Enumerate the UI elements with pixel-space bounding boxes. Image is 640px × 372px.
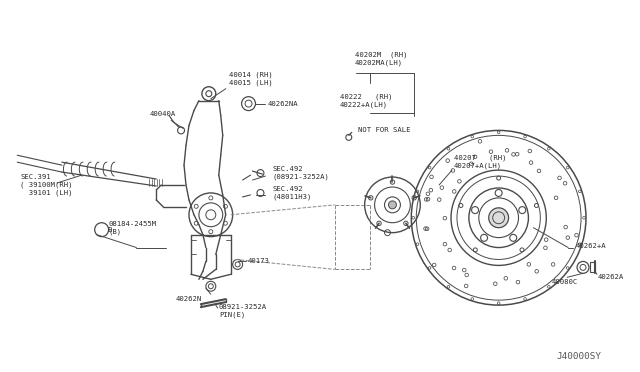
Text: 40262+A: 40262+A	[576, 243, 607, 248]
Text: SEC.492
(08921-3252A): SEC.492 (08921-3252A)	[273, 166, 329, 180]
Text: 40173: 40173	[248, 259, 269, 264]
Circle shape	[489, 208, 509, 228]
Text: 08184-2455M
(B): 08184-2455M (B)	[109, 221, 157, 235]
Text: SEC.492
(48011H3): SEC.492 (48011H3)	[273, 186, 312, 200]
Text: B: B	[108, 227, 112, 232]
Text: 40262N: 40262N	[176, 296, 202, 302]
Text: 40222   (RH)
40222+A(LH): 40222 (RH) 40222+A(LH)	[340, 93, 392, 108]
Text: 40207   (RH)
40207+A(LH): 40207 (RH) 40207+A(LH)	[454, 155, 506, 169]
Bar	[590, 262, 595, 272]
Text: 40040A: 40040A	[149, 110, 175, 116]
Text: 40262A: 40262A	[598, 274, 624, 280]
Text: 08921-3252A
PIN(E): 08921-3252A PIN(E)	[219, 304, 267, 318]
Text: 40202M  (RH)
40202MA(LH): 40202M (RH) 40202MA(LH)	[355, 52, 407, 66]
Text: SEC.391
( 39100M(RH)
  39101 (LH): SEC.391 ( 39100M(RH) 39101 (LH)	[20, 174, 73, 196]
Text: 40262NA: 40262NA	[268, 100, 298, 107]
Text: NOT FOR SALE: NOT FOR SALE	[358, 128, 410, 134]
Text: 40080C: 40080C	[551, 279, 577, 285]
Text: J40000SY: J40000SY	[556, 352, 601, 361]
Text: 40014 (RH)
40015 (LH): 40014 (RH) 40015 (LH)	[228, 71, 273, 86]
Circle shape	[388, 201, 396, 209]
